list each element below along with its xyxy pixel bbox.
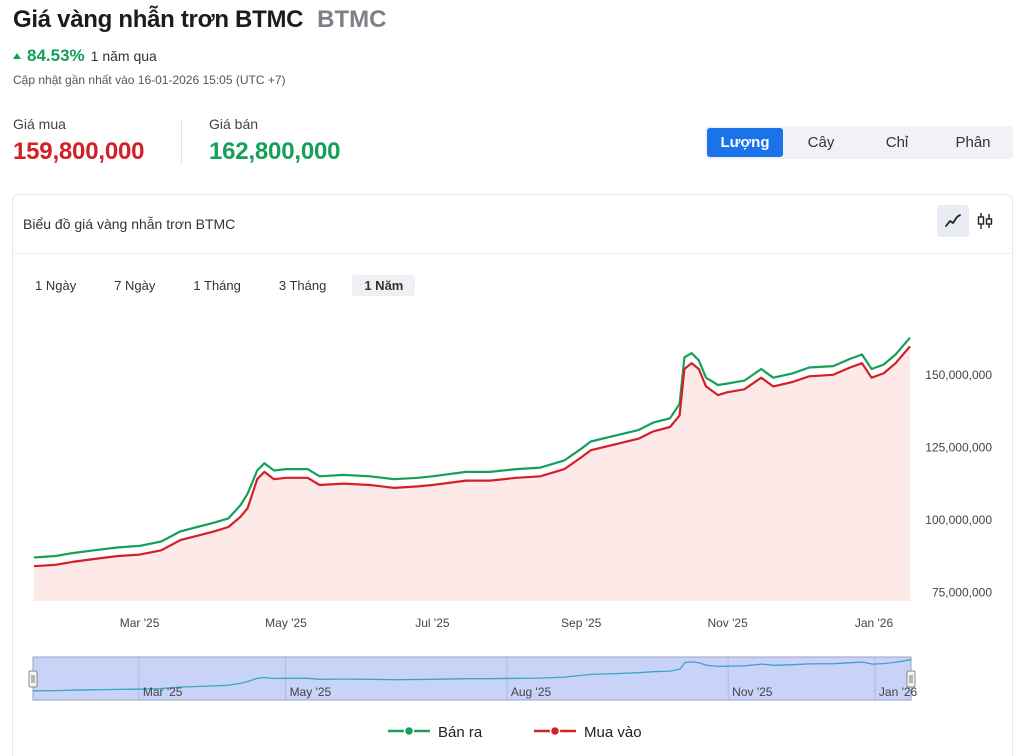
- change-row: 84.53% 1 năm qua: [13, 46, 157, 66]
- card-divider: [13, 253, 1012, 254]
- navigator-tick-label: May '25: [290, 685, 332, 699]
- sell-price-value: 162,800,000: [209, 138, 341, 165]
- legend-mua-vao-label: Mua vào: [584, 724, 642, 741]
- x-tick-label: Sep '25: [561, 616, 602, 630]
- sell-price-label: Giá bán: [209, 116, 259, 132]
- chart-card-title: Biểu đồ giá vàng nhẫn trơn BTMC: [23, 216, 236, 232]
- range-tabs: 1 Ngày 7 Ngày 1 Tháng 3 Tháng 1 Năm: [23, 275, 429, 296]
- candlestick-chart-icon: [977, 213, 993, 229]
- price-area-fill: [34, 346, 910, 601]
- range-tab-1-thang[interactable]: 1 Tháng: [181, 275, 252, 296]
- navigator-tick-label: Mar '25: [143, 685, 183, 699]
- x-tick-label: Mar '25: [120, 616, 160, 630]
- line-chart-toggle[interactable]: [937, 205, 969, 237]
- unit-tab-chi[interactable]: Chỉ: [859, 128, 935, 157]
- sell-price-block: Giá bán 162,800,000: [209, 116, 340, 166]
- buy-price-block: Giá mua 159,800,000: [13, 116, 144, 166]
- unit-tab-luong[interactable]: Lượng: [707, 128, 783, 157]
- navigator-handle-right[interactable]: [906, 670, 916, 688]
- buy-price-value: 159,800,000: [13, 138, 145, 165]
- range-tab-1-ngay[interactable]: 1 Ngày: [23, 275, 88, 296]
- unit-tab-cay[interactable]: Cây: [783, 128, 859, 157]
- unit-tab-phan[interactable]: Phân: [935, 128, 1011, 157]
- range-tab-3-thang[interactable]: 3 Tháng: [267, 275, 338, 296]
- buy-price-label: Giá mua: [13, 116, 66, 132]
- change-period: 1 năm qua: [90, 48, 157, 64]
- x-tick-label: Jul '25: [415, 616, 450, 630]
- title-row: Giá vàng nhẫn trơn BTMC BTMC: [13, 6, 387, 34]
- navigator-line: [32, 659, 912, 692]
- series-line-ban-ra: [33, 336, 911, 559]
- y-tick-label: 100,000,000: [925, 513, 992, 527]
- x-tick-label: May '25: [265, 616, 307, 630]
- series-line-mua-vao: [33, 345, 911, 568]
- y-tick-label: 125,000,000: [925, 440, 992, 454]
- y-tick-label: 75,000,000: [932, 585, 992, 599]
- x-tick-label: Jan '26: [855, 616, 894, 630]
- legend-mua-vao-marker: [549, 725, 561, 737]
- y-tick-label: 150,000,000: [925, 368, 992, 382]
- navigator-tick-label: Nov '25: [732, 685, 773, 699]
- range-tab-7-ngay[interactable]: 7 Ngày: [102, 275, 167, 296]
- line-chart-icon: [945, 214, 961, 227]
- ticker-symbol: BTMC: [317, 6, 387, 33]
- page-title: Giá vàng nhẫn trơn BTMC: [13, 6, 304, 33]
- change-percent: 84.53%: [27, 46, 85, 65]
- unit-tabs: Lượng Cây Chỉ Phân: [705, 126, 1013, 159]
- navigator-tick-label: Jan '26: [879, 685, 918, 699]
- x-tick-label: Nov '25: [707, 616, 748, 630]
- legend-ban-ra-label: Bán ra: [438, 724, 483, 741]
- range-tab-1-nam[interactable]: 1 Năm: [352, 275, 416, 296]
- arrow-up-icon: [13, 53, 21, 59]
- navigator-tick-label: Aug '25: [511, 685, 552, 699]
- navigator-handle-left[interactable]: [28, 670, 38, 688]
- candlestick-chart-toggle[interactable]: [969, 205, 1001, 237]
- last-updated: Cập nhật gần nhất vào 16-01-2026 15:05 (…: [13, 73, 286, 87]
- legend-ban-ra-marker: [403, 725, 415, 737]
- price-divider: [181, 120, 182, 164]
